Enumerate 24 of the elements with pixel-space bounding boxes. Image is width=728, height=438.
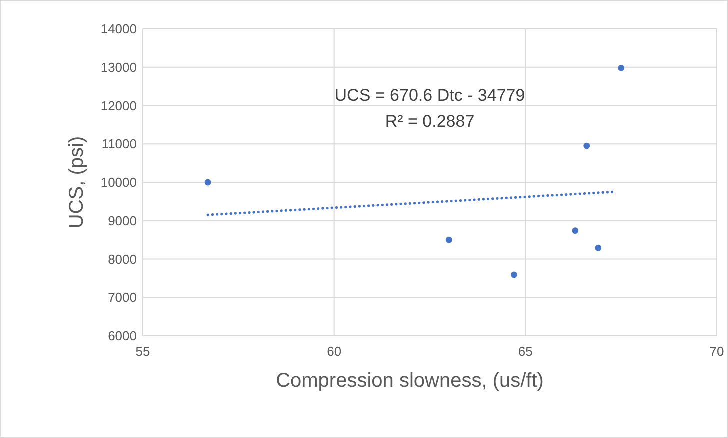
y-tick-label: 12000 xyxy=(100,98,137,114)
x-tick-label: 65 xyxy=(518,344,533,359)
point xyxy=(204,179,212,186)
point xyxy=(510,272,518,278)
point xyxy=(584,142,590,150)
point xyxy=(595,244,602,252)
y-tick-label: 7000 xyxy=(108,290,137,306)
y-tick-label: 8000 xyxy=(108,252,137,267)
y-axis-title: UCS, (psi) xyxy=(66,136,88,229)
y-tick-label: 6000 xyxy=(108,328,137,344)
annotation: UCS = 670.6 Dtc - 34779 xyxy=(334,86,526,105)
point xyxy=(446,236,452,244)
point xyxy=(618,64,625,72)
x-tick-label: 70 xyxy=(710,344,724,359)
y-tick-label: 10000 xyxy=(100,175,137,190)
y-tick-label: 11000 xyxy=(102,136,137,152)
annotation: R² = 0.2887 xyxy=(385,112,475,131)
y-tick-label: 9000 xyxy=(108,213,137,228)
y-tick-label: 14000 xyxy=(100,22,137,37)
y-tick-label: 13000 xyxy=(100,60,137,75)
x-axis-title: Compression slowness, (us/ft) xyxy=(276,370,544,392)
point xyxy=(572,228,579,234)
x-tick-label: 60 xyxy=(327,344,342,359)
x-tick-label: 55 xyxy=(136,344,150,359)
